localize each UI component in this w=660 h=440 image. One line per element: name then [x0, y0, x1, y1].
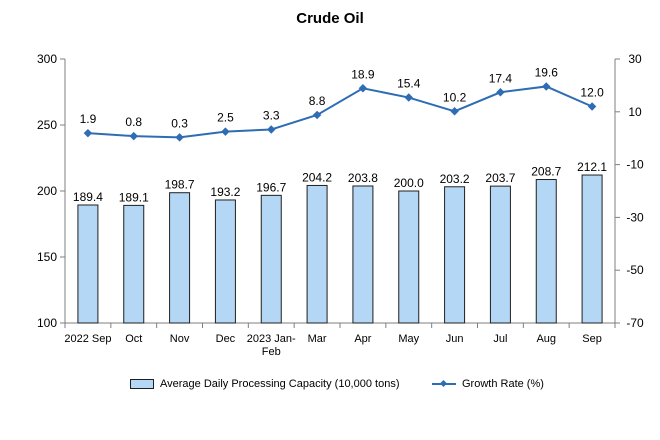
- bar: [214, 199, 236, 324]
- bar: [535, 179, 557, 324]
- line-value-label: 8.8: [309, 94, 326, 108]
- bar: [123, 204, 145, 324]
- bar-value-label: 204.2: [302, 170, 332, 184]
- bar-value-label: 189.1: [119, 190, 149, 204]
- line-point: [358, 84, 368, 93]
- legend-bar-label: Average Daily Processing Capacity (10,00…: [160, 378, 400, 390]
- legend-line-swatch: [432, 379, 456, 389]
- left-tick-label: 300: [37, 52, 57, 66]
- x-category-label: 2022 Sep: [64, 333, 111, 345]
- line-point: [83, 128, 93, 138]
- bar-value-label: 200.0: [394, 176, 424, 190]
- line-point: [267, 125, 276, 134]
- legend-bar-swatch: [130, 379, 154, 389]
- line-point: [404, 93, 413, 102]
- right-tick-label: -30: [626, 210, 644, 224]
- x-category-label: Mar: [308, 333, 327, 345]
- bar: [306, 184, 328, 324]
- line-point: [312, 110, 322, 120]
- legend-bar-item: Average Daily Processing Capacity (10,00…: [130, 378, 399, 390]
- x-category-label: Sep: [582, 333, 602, 345]
- line-point: [542, 82, 551, 91]
- line-value-label: 0.3: [171, 116, 188, 130]
- left-tick-label: 100: [37, 316, 57, 330]
- bar-value-label: 208.7: [531, 165, 561, 179]
- right-tick-label: 30: [628, 52, 642, 66]
- line-point: [221, 127, 230, 136]
- x-category-label: Jun: [446, 333, 464, 345]
- line-value-label: 3.3: [263, 108, 280, 122]
- left-tick-label: 200: [37, 184, 57, 198]
- x-category-label: Nov: [170, 333, 190, 345]
- chart-title: Crude Oil: [296, 10, 364, 27]
- x-category-label: Oct: [125, 333, 142, 345]
- right-tick-label: -10: [626, 158, 644, 172]
- bar: [398, 190, 420, 324]
- bar-value-label: 198.7: [165, 178, 195, 192]
- line-value-label: 18.9: [351, 67, 375, 81]
- line-point: [450, 107, 459, 116]
- line-value-label: 2.5: [217, 111, 234, 125]
- bar: [77, 204, 99, 324]
- bar-value-label: 203.8: [348, 171, 378, 185]
- x-category-label: Feb: [262, 346, 281, 358]
- bar: [444, 186, 466, 324]
- line-value-label: 17.4: [489, 71, 513, 85]
- left-tick-label: 150: [37, 250, 57, 264]
- x-category-label: Jul: [493, 333, 507, 345]
- line-value-label: 1.9: [80, 112, 97, 126]
- line-point: [587, 102, 597, 111]
- bar-value-label: 203.7: [485, 171, 515, 185]
- line-value-label: 12.0: [580, 86, 604, 100]
- bar-value-label: 203.2: [440, 172, 470, 186]
- bar: [169, 192, 191, 324]
- x-category-label: Apr: [354, 333, 371, 345]
- right-tick-label: 10: [628, 105, 642, 119]
- right-tick-label: -70: [626, 316, 644, 330]
- left-tick-label: 250: [37, 118, 57, 132]
- bar-value-label: 196.7: [256, 180, 286, 194]
- line-value-label: 10.2: [443, 90, 467, 104]
- line-point: [175, 133, 184, 142]
- line-point: [496, 88, 505, 97]
- right-tick-label: -50: [626, 263, 644, 277]
- x-category-label: Aug: [536, 333, 556, 345]
- bar-value-label: 189.4: [73, 190, 103, 204]
- legend-line-item: Growth Rate (%): [432, 378, 544, 390]
- bar-value-label: 212.1: [577, 160, 607, 174]
- bar-value-label: 193.2: [210, 185, 240, 199]
- bar: [581, 174, 603, 324]
- x-category-label: 2023 Jan-: [247, 333, 296, 345]
- line-value-label: 19.6: [535, 65, 559, 79]
- line-value-label: 15.4: [397, 77, 421, 91]
- x-category-label: Dec: [216, 333, 236, 345]
- bar: [260, 194, 282, 324]
- bar: [489, 185, 511, 324]
- legend-line-label: Growth Rate (%): [462, 378, 544, 390]
- x-category-label: May: [398, 333, 419, 345]
- growth-line: [87, 85, 593, 139]
- bar: [352, 185, 374, 324]
- line-point: [129, 131, 138, 141]
- line-value-label: 0.8: [125, 115, 142, 129]
